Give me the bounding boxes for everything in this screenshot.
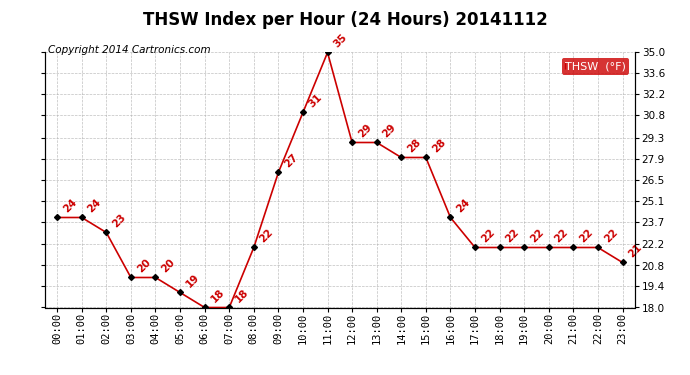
Text: 24: 24: [61, 197, 79, 215]
Text: 18: 18: [233, 287, 250, 305]
Text: 22: 22: [479, 227, 497, 245]
Text: 27: 27: [282, 152, 300, 170]
Text: 28: 28: [430, 137, 447, 155]
Text: 20: 20: [135, 257, 152, 275]
Text: 24: 24: [455, 197, 472, 215]
Text: 35: 35: [332, 32, 349, 50]
Text: 22: 22: [258, 227, 275, 245]
Text: 21: 21: [627, 242, 644, 260]
Text: 19: 19: [184, 273, 201, 290]
Text: 31: 31: [307, 92, 324, 110]
Text: 24: 24: [86, 197, 104, 215]
Text: THSW Index per Hour (24 Hours) 20141112: THSW Index per Hour (24 Hours) 20141112: [143, 11, 547, 29]
Text: 29: 29: [356, 123, 373, 140]
Text: 22: 22: [553, 227, 570, 245]
Legend: THSW  (°F): THSW (°F): [562, 58, 629, 75]
Text: 22: 22: [578, 227, 595, 245]
Text: 20: 20: [159, 257, 177, 275]
Text: Copyright 2014 Cartronics.com: Copyright 2014 Cartronics.com: [48, 45, 211, 55]
Text: 18: 18: [209, 287, 226, 305]
Text: 28: 28: [406, 137, 423, 155]
Text: 23: 23: [110, 212, 128, 230]
Text: 22: 22: [602, 227, 620, 245]
Text: 22: 22: [529, 227, 546, 245]
Text: 22: 22: [504, 227, 521, 245]
Text: 29: 29: [381, 123, 398, 140]
